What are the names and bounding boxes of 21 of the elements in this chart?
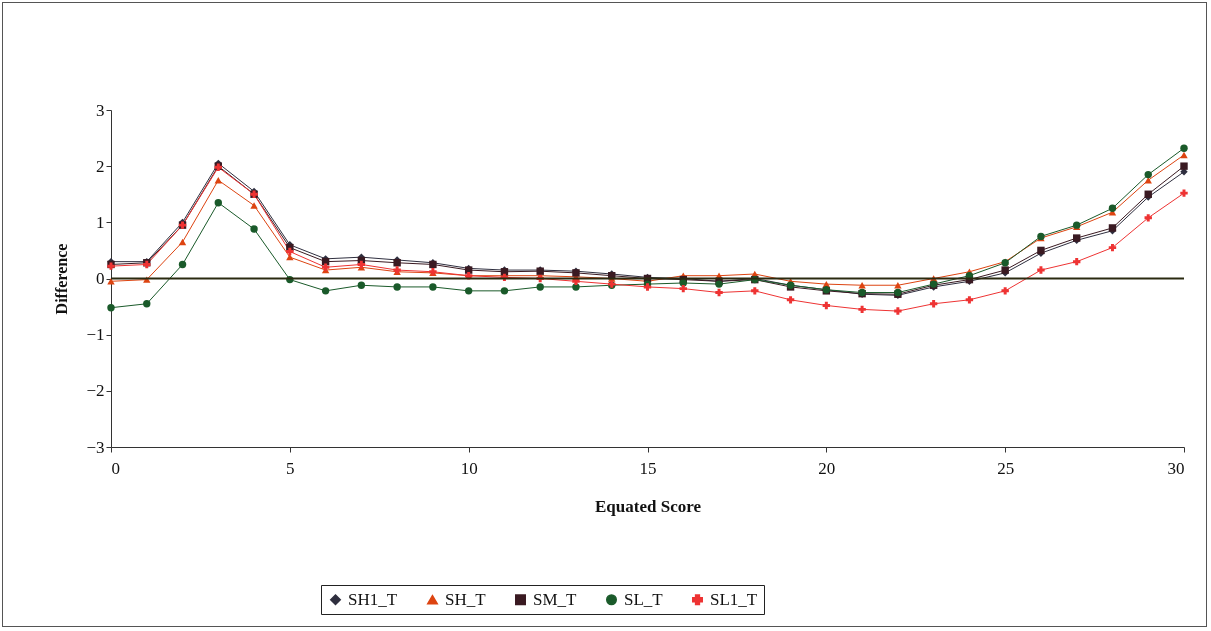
x-axis-title: Equated Score bbox=[595, 496, 702, 516]
y-tick-label: 2 bbox=[96, 156, 105, 176]
y-tick-label: −2 bbox=[86, 381, 105, 401]
y-axis-title: Difference bbox=[53, 243, 71, 315]
legend-label: SL_T bbox=[624, 589, 664, 609]
x-tick-label: 5 bbox=[286, 458, 295, 478]
x-tick-label: 30 bbox=[1167, 458, 1185, 478]
legend-label: SL1_T bbox=[710, 589, 758, 609]
legend-label: SM_T bbox=[533, 589, 578, 609]
legend-label: SH_T bbox=[445, 589, 487, 609]
x-tick-label: 15 bbox=[639, 458, 657, 478]
y-tick-label: 3 bbox=[96, 100, 105, 120]
y-tick-label: 1 bbox=[96, 212, 105, 232]
x-tick-label: 10 bbox=[460, 458, 478, 478]
y-tick-label: 0 bbox=[96, 269, 105, 288]
y-tick-label: −1 bbox=[86, 325, 105, 345]
x-tick-label: 20 bbox=[818, 458, 836, 478]
x-tick-label: 25 bbox=[997, 458, 1015, 478]
legend-label: SH1_T bbox=[348, 589, 398, 609]
x-tick-label: 0 bbox=[111, 458, 120, 478]
y-tick-label: −3 bbox=[86, 437, 105, 457]
